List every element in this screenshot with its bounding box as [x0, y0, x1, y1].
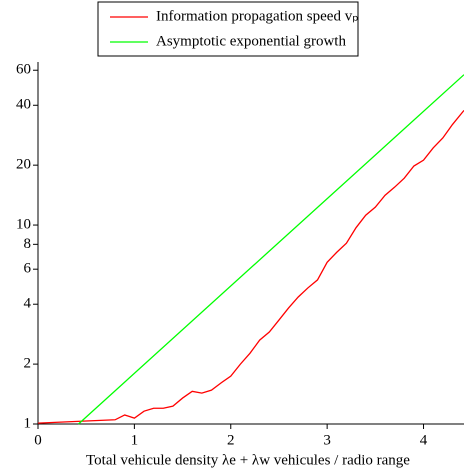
y-tick-label: 2: [24, 356, 32, 372]
x-tick-label: 0: [34, 432, 42, 448]
y-tick-label: 8: [24, 236, 32, 252]
legend-label: Information propagation speed vₚ: [156, 8, 359, 24]
x-tick-label: 2: [227, 432, 235, 448]
x-tick-label: 1: [131, 432, 139, 448]
series-line: [78, 74, 464, 425]
x-tick-label: 3: [323, 432, 331, 448]
x-tick-label: 4: [420, 432, 428, 448]
y-tick-label: 6: [24, 261, 32, 277]
y-tick-label: 4: [24, 296, 32, 312]
y-tick-label: 1: [24, 415, 32, 431]
x-axis-label: Total vehicule density λe + λw vehicules…: [86, 452, 410, 468]
series-line: [37, 109, 464, 424]
y-tick-label: 40: [16, 97, 31, 113]
y-tick-label: 10: [16, 216, 31, 232]
legend-label: Asymptotic exponential growth: [156, 33, 346, 49]
y-tick-label: 60: [16, 62, 31, 78]
legend-box: [97, 1, 359, 57]
y-tick-label: 20: [16, 157, 31, 173]
